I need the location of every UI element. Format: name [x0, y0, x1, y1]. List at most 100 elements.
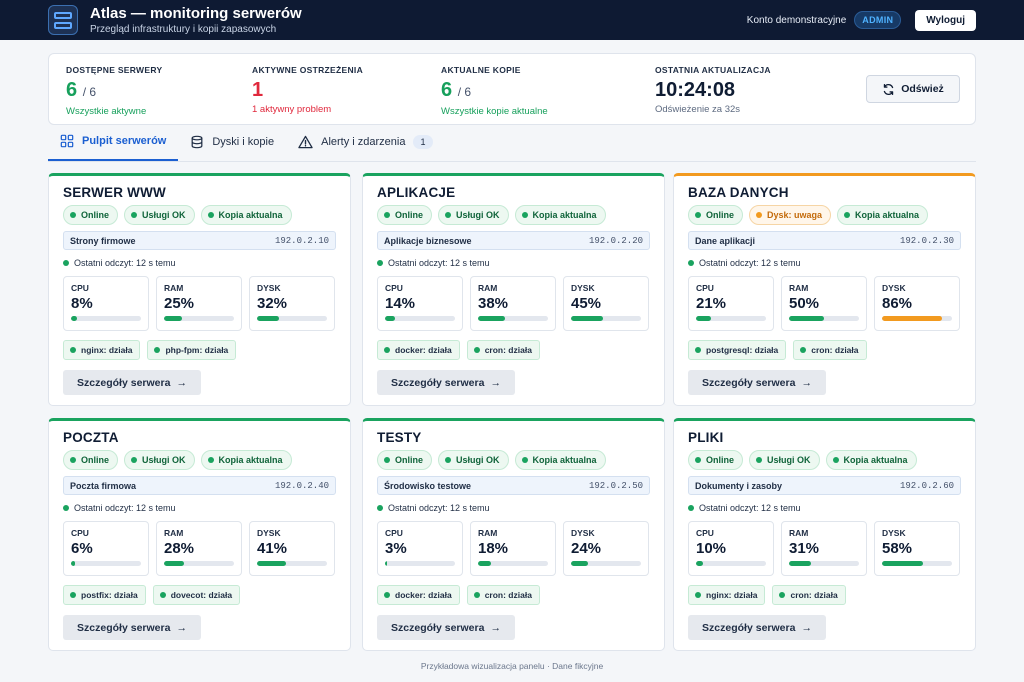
last-read-text: Ostatni odczyt: 12 s temu [388, 258, 490, 268]
backup-text: Kopia aktualna [532, 210, 597, 220]
status-dot-icon [445, 212, 452, 218]
server-role-box: Dane aplikacji 192.0.2.30 [688, 231, 961, 250]
status-dot-icon [131, 212, 138, 218]
server-details-button[interactable]: Szczegóły serwera → [63, 615, 201, 640]
stat-backups: AKTUALNE KOPIE 6 / 6 Wszystkie kopie akt… [441, 65, 548, 117]
metric-bar-fill [789, 316, 824, 321]
server-card: POCZTA Online Usługi OK Kopia aktualna P… [48, 418, 351, 651]
status-badge: Online [688, 450, 744, 470]
server-details-button[interactable]: Szczegóły serwera → [688, 370, 826, 395]
details-label: Szczegóły serwera [391, 376, 485, 389]
metric-value: 3% [385, 540, 407, 557]
server-card: BAZA DANYCH Online Dysk: uwaga Kopia akt… [673, 173, 976, 406]
metric-ram: RAM 50% [781, 276, 867, 331]
status-dot-icon [70, 212, 76, 218]
last-read: Ostatni odczyt: 12 s temu [688, 503, 961, 513]
status-badge: Online [377, 450, 433, 470]
metric-bar-fill [478, 316, 505, 321]
server-name: SERWER WWW [63, 185, 166, 200]
stat-servers-note: Wszystkie aktywne [66, 106, 147, 117]
status-text: Online [706, 210, 735, 220]
last-read-text: Ostatni odczyt: 12 s temu [388, 503, 490, 513]
metric-value: 21% [696, 295, 727, 312]
status-dot-icon [207, 457, 214, 463]
details-label: Szczegóły serwera [702, 376, 796, 389]
metric-label: DYSK [882, 283, 906, 293]
service-text: dovecot: działa [170, 590, 233, 600]
server-ip: 192.0.2.30 [899, 235, 954, 246]
metric-bar [882, 561, 952, 566]
backup-text: Kopia aktualna [843, 455, 908, 465]
server-details-button[interactable]: Szczegóły serwera → [63, 370, 201, 395]
metric-bar [257, 316, 327, 321]
metric-label: DYSK [257, 528, 281, 538]
tab-dashboard-label: Pulpit serwerów [82, 135, 167, 147]
tab-dashboard[interactable]: Pulpit serwerów [48, 131, 179, 161]
tab-disks[interactable]: Dyski i kopie [178, 131, 286, 161]
metric-cpu: CPU 14% [377, 276, 463, 331]
metric-bar [789, 561, 859, 566]
metric-label: RAM [478, 283, 498, 293]
backup-badge: Kopia aktualna [514, 205, 606, 225]
last-read: Ostatni odczyt: 12 s temu [377, 258, 650, 268]
service-badge: postgresql: działa [688, 340, 787, 360]
backup-badge: Kopia aktualna [200, 205, 292, 225]
last-read: Ostatni odczyt: 12 s temu [63, 258, 336, 268]
last-read: Ostatni odczyt: 12 s temu [688, 258, 961, 268]
status-badge: Online [688, 205, 744, 225]
services-badge: Dysk: uwaga [749, 205, 832, 225]
metric-bar [71, 561, 141, 566]
metric-value: 14% [385, 295, 416, 312]
backup-text: Kopia aktualna [855, 210, 920, 220]
status-dot-icon [695, 457, 701, 463]
status-dot-icon [695, 212, 701, 218]
status-dot-icon [384, 592, 390, 598]
details-label: Szczegóły serwera [391, 621, 485, 634]
service-text: cron: działa [484, 345, 532, 355]
status-dot-icon [756, 457, 763, 463]
refresh-button[interactable]: Odśwież [866, 75, 960, 103]
metric-bar [696, 316, 766, 321]
metric-value: 58% [882, 540, 913, 557]
service-badge: dovecot: działa [152, 585, 241, 605]
server-logo-icon [48, 5, 78, 35]
server-role: Środowisko testowe [384, 480, 472, 491]
service-badge: docker: działa [377, 585, 460, 605]
stat-alerts-note: 1 aktywny problem [252, 104, 332, 115]
arrow-right-icon: → [490, 376, 501, 389]
server-details-button[interactable]: Szczegóły serwera → [377, 615, 515, 640]
status-dot-icon [154, 347, 161, 353]
service-text: postgresql: działa [706, 345, 779, 355]
server-role: Aplikacje biznesowe [384, 235, 472, 246]
status-dot-icon [756, 212, 763, 218]
arrow-right-icon: → [176, 621, 187, 634]
metric-bar-fill [882, 561, 923, 566]
metric-value: 24% [571, 540, 602, 557]
grid-icon [60, 134, 74, 148]
status-dot-icon [844, 212, 851, 218]
metric-ram: RAM 25% [156, 276, 242, 331]
server-ip: 192.0.2.40 [274, 480, 329, 491]
metric-bar-fill [478, 561, 491, 566]
stat-backups-label: AKTUALNE KOPIE [441, 65, 521, 75]
metric-bar-fill [571, 561, 588, 566]
status-dot-icon [521, 212, 528, 218]
server-name: APLIKACJE [377, 185, 456, 200]
status-dot-icon [377, 505, 383, 511]
status-dot-icon [131, 457, 138, 463]
services-badge: Usługi OK [124, 450, 195, 470]
services-text: Usługi OK [142, 210, 186, 220]
stat-backups-total: / 6 [457, 85, 472, 99]
logout-button[interactable]: Wyloguj [915, 9, 976, 31]
tab-alerts[interactable]: Alerty i zdarzenia 1 [286, 131, 444, 161]
status-text: Online [395, 210, 424, 220]
metric-bar-fill [385, 561, 388, 566]
server-ip: 192.0.2.50 [588, 480, 643, 491]
arrow-right-icon: → [176, 376, 187, 389]
metric-ram: RAM 31% [781, 521, 867, 576]
server-details-button[interactable]: Szczegóły serwera → [688, 615, 826, 640]
stat-update: OSTATNIA AKTUALIZACJA 10:24:08 Odświeżen… [655, 65, 771, 115]
metric-value: 6% [71, 540, 93, 557]
metric-value: 31% [789, 540, 820, 557]
server-details-button[interactable]: Szczegóły serwera → [377, 370, 515, 395]
